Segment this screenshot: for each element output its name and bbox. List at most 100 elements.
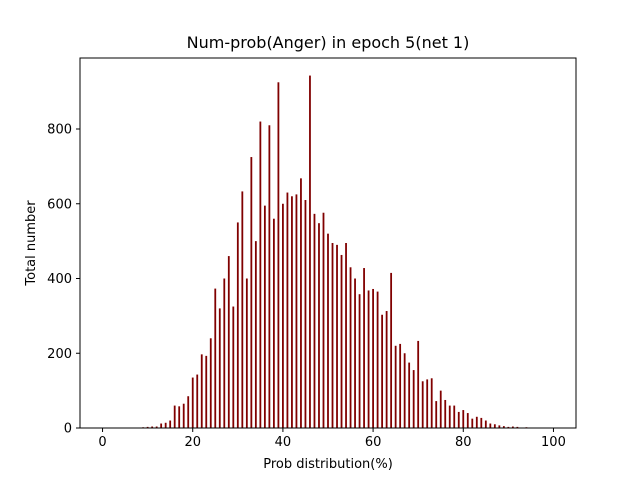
bar [218, 308, 221, 428]
bar [498, 425, 501, 428]
bar [214, 288, 217, 428]
bar [187, 396, 190, 428]
bar [227, 256, 230, 428]
bar [430, 378, 433, 428]
bar [331, 243, 334, 428]
bar [291, 196, 293, 428]
bar [363, 268, 365, 428]
bar [349, 267, 352, 428]
x-tick-label: 0 [98, 435, 106, 450]
bar [160, 423, 163, 428]
bar [318, 223, 320, 428]
bar [444, 399, 447, 428]
bar [457, 411, 460, 428]
x-tick-label: 20 [184, 435, 201, 450]
bar [300, 178, 302, 428]
bar [390, 272, 393, 428]
bars-group [142, 75, 528, 429]
plot-frame [79, 57, 577, 429]
bar [453, 405, 456, 428]
bar [381, 314, 384, 428]
bar [245, 278, 248, 428]
bar [236, 222, 239, 428]
bar [263, 205, 266, 428]
bar [169, 420, 172, 428]
bar [372, 288, 374, 428]
bar [277, 82, 280, 428]
bar [493, 424, 496, 428]
bar [480, 417, 483, 428]
bar [484, 420, 487, 428]
bar [223, 278, 226, 428]
bar [196, 374, 199, 428]
bar [200, 354, 203, 428]
x-axis-label: Prob distribution(%) [263, 457, 393, 472]
y-axis-label: Total number [24, 200, 39, 287]
bar [209, 338, 212, 428]
bar [178, 406, 181, 428]
bar [336, 244, 338, 428]
bar [182, 403, 185, 428]
bar [426, 379, 429, 428]
bar [232, 306, 235, 428]
y-tick-label: 400 [47, 272, 72, 287]
bar [412, 370, 415, 428]
bar [354, 278, 356, 428]
chart-title: Num-prob(Anger) in epoch 5(net 1) [187, 33, 470, 52]
bar [358, 294, 361, 428]
bar [146, 426, 149, 428]
bar [421, 381, 424, 428]
bar [173, 405, 176, 428]
bar [345, 243, 347, 428]
bar [475, 416, 478, 428]
bar [282, 203, 284, 428]
bar [205, 355, 208, 428]
bar [367, 290, 370, 428]
bar [507, 426, 510, 428]
bar [403, 353, 406, 428]
y-tick-label: 600 [47, 197, 72, 212]
bar [304, 200, 307, 428]
bar [399, 343, 402, 428]
bar [417, 340, 420, 428]
bar [155, 426, 158, 428]
bar [191, 377, 194, 428]
bar [322, 212, 325, 428]
bar [164, 422, 167, 428]
bar [489, 423, 492, 428]
bar [511, 426, 514, 428]
bar [272, 218, 275, 428]
bar [408, 362, 411, 428]
bar [439, 390, 442, 428]
x-tick-label: 100 [541, 435, 566, 450]
bar [385, 311, 388, 428]
bar [471, 418, 474, 428]
bar [376, 291, 379, 428]
bar [254, 241, 257, 428]
bar [286, 192, 289, 428]
bar [313, 213, 316, 428]
bar [268, 125, 271, 429]
bar [435, 401, 438, 428]
y-axis-ticks: 0 200 400 600 800 [47, 123, 80, 437]
bar [466, 413, 469, 428]
bar [309, 75, 311, 428]
y-tick-label: 200 [47, 347, 72, 362]
bar [516, 426, 519, 428]
bar [295, 194, 298, 428]
bar [502, 426, 505, 428]
y-tick-label: 800 [47, 123, 72, 138]
bar [241, 191, 244, 428]
x-tick-label: 60 [365, 435, 382, 450]
y-tick-label: 0 [64, 422, 72, 437]
x-tick-label: 80 [455, 435, 472, 450]
bar [250, 157, 253, 429]
bar [462, 410, 465, 428]
bar [259, 121, 262, 428]
bar [327, 233, 329, 428]
bar [448, 405, 451, 428]
bar [340, 254, 343, 428]
bar [394, 345, 397, 428]
